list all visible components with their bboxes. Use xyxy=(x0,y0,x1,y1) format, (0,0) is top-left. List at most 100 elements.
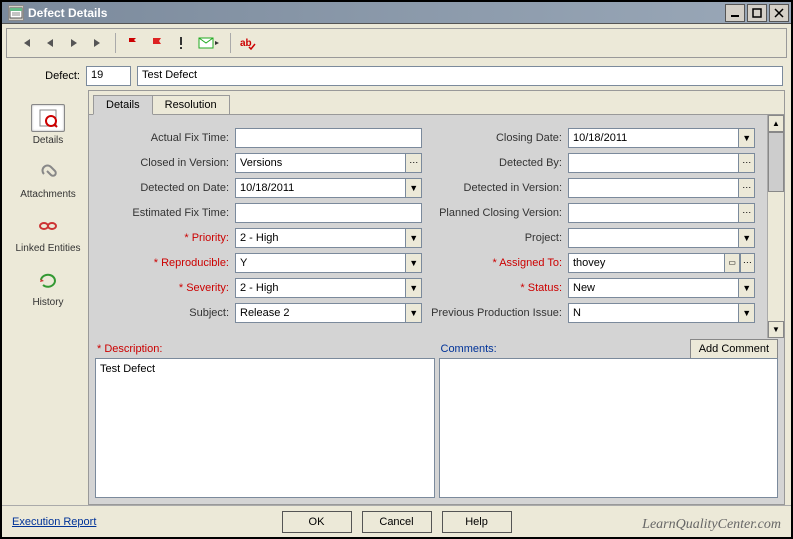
actual-fix-time-input[interactable] xyxy=(235,128,422,148)
comments-label: Comments: xyxy=(439,343,497,355)
red-flag-button[interactable] xyxy=(146,32,168,54)
project-input[interactable] xyxy=(568,228,738,248)
minimize-button[interactable] xyxy=(725,4,745,22)
mail-button[interactable] xyxy=(194,32,224,54)
sidebar-item-details[interactable]: Details xyxy=(13,98,83,152)
tab-resolution[interactable]: Resolution xyxy=(152,95,230,114)
severity-label: * Severity: xyxy=(95,282,235,294)
alert-button[interactable] xyxy=(170,32,192,54)
card-button[interactable]: ▭ xyxy=(724,253,739,273)
add-comment-button[interactable]: Add Comment xyxy=(690,339,778,359)
assigned-to-label: * Assigned To: xyxy=(428,257,568,269)
defect-name-field: Test Defect xyxy=(137,66,783,86)
main-panel: Details Resolution Actual Fix Time: Clos… xyxy=(88,90,785,505)
watermark: LearnQualityCenter.com xyxy=(642,517,781,533)
toolbar-separator xyxy=(230,33,231,53)
footer: Execution Report OK Cancel Help LearnQua… xyxy=(2,505,791,537)
titlebar: Defect Details xyxy=(2,2,791,24)
tab-details[interactable]: Details xyxy=(93,95,153,115)
closed-in-version-label: Closed in Version: xyxy=(95,157,235,169)
sidebar-item-label: Attachments xyxy=(20,189,76,200)
reproducible-label: * Reproducible: xyxy=(95,257,235,269)
defect-id-field: 19 xyxy=(86,66,131,86)
prev-prod-issue-label: Previous Production Issue: xyxy=(428,307,568,319)
attachments-icon xyxy=(38,162,58,182)
sidebar-item-linked-entities[interactable]: Linked Entities xyxy=(13,206,83,260)
closed-in-version-input[interactable] xyxy=(235,153,405,173)
assigned-to-input[interactable] xyxy=(568,253,724,273)
sidebar: Details Attachments Linked Entities Hist… xyxy=(8,90,88,505)
comments-textarea[interactable] xyxy=(439,358,779,498)
close-button[interactable] xyxy=(769,4,789,22)
status-label: * Status: xyxy=(428,282,568,294)
detected-by-label: Detected By: xyxy=(428,157,568,169)
toolbar-separator xyxy=(115,33,116,53)
browse-button[interactable]: ⋯ xyxy=(738,153,755,173)
defect-details-window: Defect Details ab Defect: 19 Test Defect… xyxy=(0,0,793,539)
scroll-up-button[interactable]: ▲ xyxy=(768,115,784,132)
nav-prev-button[interactable] xyxy=(39,32,61,54)
browse-button[interactable]: ⋯ xyxy=(740,253,755,273)
detected-in-version-input[interactable] xyxy=(568,178,738,198)
sidebar-item-history[interactable]: History xyxy=(13,260,83,314)
dropdown-button[interactable]: ▼ xyxy=(738,303,755,323)
scroll-thumb[interactable] xyxy=(768,132,784,192)
scroll-down-button[interactable]: ▼ xyxy=(768,321,784,338)
priority-input[interactable] xyxy=(235,228,405,248)
cancel-button[interactable]: Cancel xyxy=(362,511,432,533)
actual-fix-time-label: Actual Fix Time: xyxy=(95,132,235,144)
app-icon xyxy=(8,5,24,21)
maximize-button[interactable] xyxy=(747,4,767,22)
subject-input[interactable] xyxy=(235,303,405,323)
browse-button[interactable]: ⋯ xyxy=(738,203,755,223)
dropdown-button[interactable]: ▼ xyxy=(738,128,755,148)
dropdown-button[interactable]: ▼ xyxy=(405,178,422,198)
sidebar-item-label: Linked Entities xyxy=(15,243,80,254)
detected-by-input[interactable] xyxy=(568,153,738,173)
estimated-fix-time-input[interactable] xyxy=(235,203,422,223)
execution-report-link[interactable]: Execution Report xyxy=(12,516,96,528)
planned-closing-version-input[interactable] xyxy=(568,203,738,223)
detected-on-date-input[interactable] xyxy=(235,178,405,198)
subject-label: Subject: xyxy=(95,307,235,319)
priority-label: * Priority: xyxy=(95,232,235,244)
sidebar-item-label: Details xyxy=(33,135,64,146)
ok-button[interactable]: OK xyxy=(282,511,352,533)
prev-prod-issue-input[interactable] xyxy=(568,303,738,323)
help-button[interactable]: Help xyxy=(442,511,512,533)
toolbar: ab xyxy=(6,28,787,58)
planned-closing-version-label: Planned Closing Version: xyxy=(428,207,568,219)
severity-input[interactable] xyxy=(235,278,405,298)
detected-on-date-label: Detected on Date: xyxy=(95,182,235,194)
browse-button[interactable]: ⋯ xyxy=(405,153,422,173)
sidebar-item-attachments[interactable]: Attachments xyxy=(13,152,83,206)
closing-date-input[interactable] xyxy=(568,128,738,148)
nav-first-button[interactable] xyxy=(15,32,37,54)
details-icon xyxy=(37,107,59,129)
spellcheck-button[interactable]: ab xyxy=(237,32,259,54)
status-input[interactable] xyxy=(568,278,738,298)
nav-next-button[interactable] xyxy=(63,32,85,54)
defect-header: Defect: 19 Test Defect xyxy=(2,62,791,90)
dropdown-button[interactable]: ▼ xyxy=(405,303,422,323)
history-icon xyxy=(37,270,59,290)
estimated-fix-time-label: Estimated Fix Time: xyxy=(95,207,235,219)
browse-button[interactable]: ⋯ xyxy=(738,178,755,198)
red-flag-down-button[interactable] xyxy=(122,32,144,54)
window-title: Defect Details xyxy=(28,6,107,20)
defect-id-label: Defect: xyxy=(10,70,80,82)
vertical-scrollbar[interactable]: ▲ ▼ xyxy=(767,115,784,338)
sidebar-item-label: History xyxy=(32,297,63,308)
dropdown-button[interactable]: ▼ xyxy=(405,278,422,298)
dropdown-button[interactable]: ▼ xyxy=(405,228,422,248)
description-textarea[interactable]: Test Defect xyxy=(95,358,435,498)
nav-last-button[interactable] xyxy=(87,32,109,54)
lower-panes: * Description: Test Defect Comments: Add… xyxy=(89,338,784,504)
dropdown-button[interactable]: ▼ xyxy=(738,278,755,298)
dropdown-button[interactable]: ▼ xyxy=(405,253,422,273)
description-label: * Description: xyxy=(95,343,162,355)
dropdown-button[interactable]: ▼ xyxy=(738,228,755,248)
project-label: Project: xyxy=(428,232,568,244)
reproducible-input[interactable] xyxy=(235,253,405,273)
detected-in-version-label: Detected in Version: xyxy=(428,182,568,194)
